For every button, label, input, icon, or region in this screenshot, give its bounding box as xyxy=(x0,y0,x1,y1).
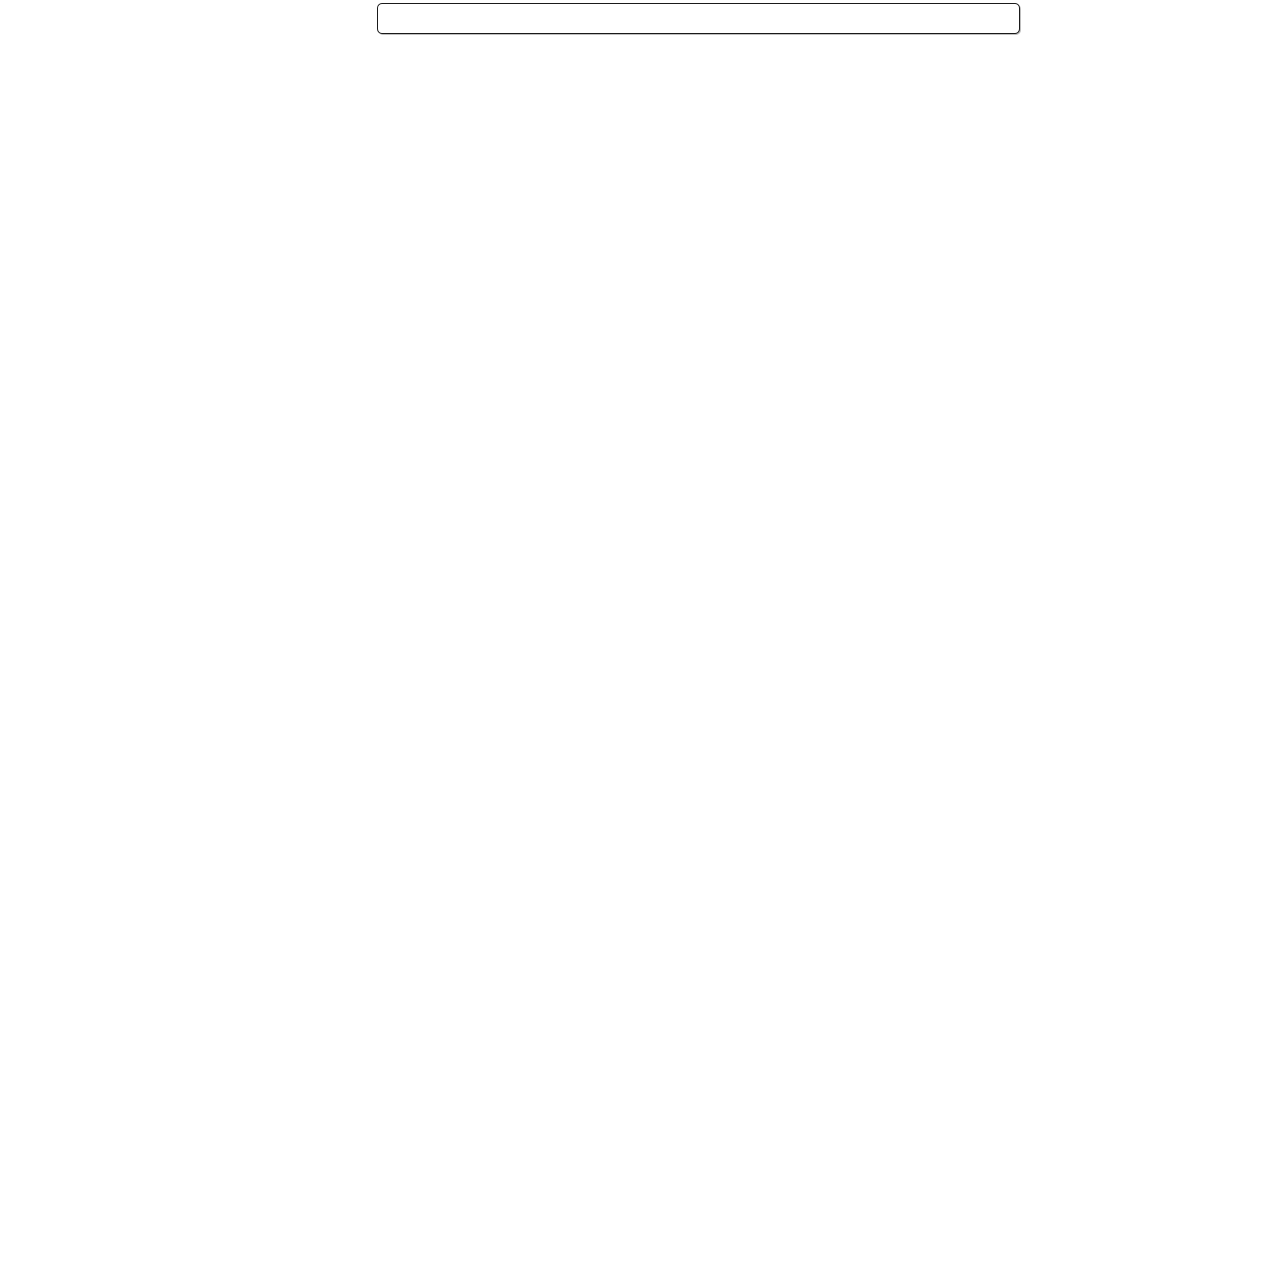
legend xyxy=(377,3,1020,34)
sky-intensity-map-canvas xyxy=(118,47,1262,1203)
region-circles-overlay xyxy=(118,47,1262,1203)
